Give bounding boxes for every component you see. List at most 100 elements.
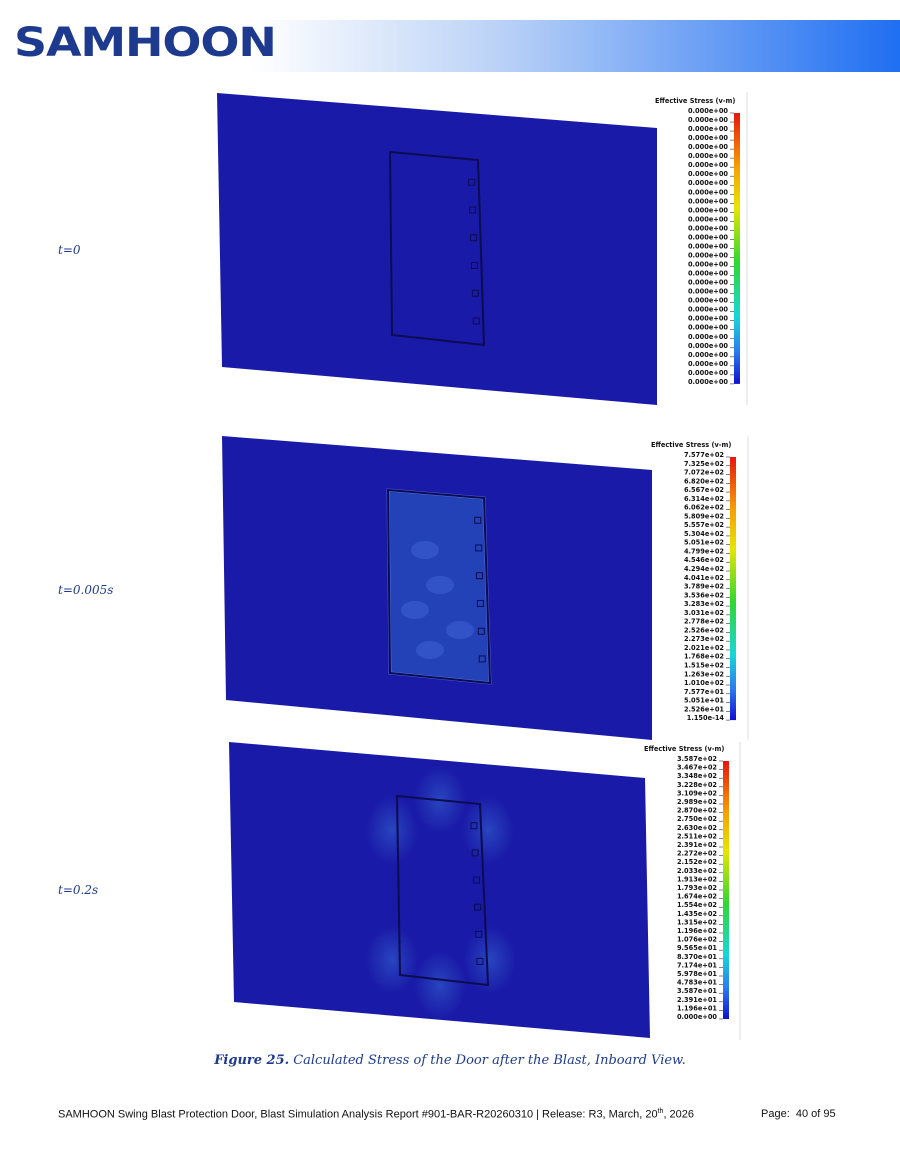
legend-label: 2.272e+02 (677, 850, 717, 858)
legend-label: 1.515e+02 (684, 661, 724, 669)
plate (217, 93, 657, 405)
legend-label: 0.000e+00 (688, 315, 728, 323)
hinge (471, 849, 479, 857)
hinge (471, 289, 479, 297)
legend-label: 3.536e+02 (684, 591, 724, 599)
legend-label: 2.526e+02 (684, 626, 724, 634)
legend-label: 5.557e+02 (684, 521, 724, 529)
legend-label: 0.000e+00 (688, 197, 728, 205)
legend-label: 0.000e+00 (688, 107, 728, 115)
legend-label: 5.809e+02 (684, 512, 724, 520)
legend-label: 1.793e+02 (677, 884, 717, 892)
hinge (468, 178, 476, 186)
legend-label: 2.021e+02 (684, 644, 724, 652)
caption-label: Figure 25. (214, 1053, 290, 1068)
legend-label: 1.435e+02 (677, 910, 717, 918)
legend-label: 0.000e+00 (688, 333, 728, 341)
legend-label: 2.630e+02 (677, 824, 717, 832)
stress-glow (366, 796, 418, 864)
legend-label: 1.913e+02 (677, 875, 717, 883)
legend-label: 5.051e+02 (684, 539, 724, 547)
footer: SAMHOON Swing Blast Protection Door, Bla… (58, 1108, 694, 1121)
header-bar (0, 20, 900, 72)
legend-label: 0.000e+00 (688, 306, 728, 314)
logo: SAMHOON (14, 20, 277, 66)
legend-label: 2.870e+02 (677, 807, 717, 815)
legend-label: 1.674e+02 (677, 893, 717, 901)
legend-label: 2.511e+02 (677, 832, 717, 840)
legend-label: 1.315e+02 (677, 918, 717, 926)
legend-label: 5.051e+01 (684, 697, 724, 705)
legend-label: 4.546e+02 (684, 556, 724, 564)
hinge (470, 234, 478, 242)
legend-label: 1.196e+01 (677, 1004, 717, 1012)
legend-label: 1.263e+02 (684, 670, 724, 678)
legend-label: 0.000e+00 (688, 360, 728, 368)
legend-label: 0.000e+00 (688, 134, 728, 142)
hinge (472, 317, 480, 325)
legend-label: 2.526e+01 (684, 705, 724, 713)
legend-label: 0.000e+00 (688, 125, 728, 133)
legend-label: 0.000e+00 (688, 324, 728, 332)
stress-patch (401, 601, 429, 619)
legend-label: 7.577e+01 (684, 688, 724, 696)
legend-label: 7.577e+02 (684, 451, 724, 459)
stress-glow (464, 926, 516, 994)
legend-label: 2.033e+02 (677, 867, 717, 875)
legend-label: 0.000e+00 (688, 152, 728, 160)
legend-label: 3.031e+02 (684, 609, 724, 617)
footer-report-end: , 2026 (663, 1108, 695, 1121)
footer-superscript: th (657, 1108, 664, 1115)
legend-label: 8.370e+01 (677, 953, 717, 961)
legend-label: 0.000e+00 (688, 161, 728, 169)
legend-label: 4.041e+02 (684, 574, 724, 582)
hinge (476, 572, 484, 580)
figure-caption: Figure 25. Calculated Stress of the Door … (0, 1053, 900, 1068)
legend-label: 2.778e+02 (684, 618, 724, 626)
legend-label: 0.000e+00 (688, 170, 728, 178)
stress-glow (462, 796, 514, 864)
hinge (472, 876, 480, 884)
legend-label: 7.174e+01 (677, 961, 717, 969)
legend-label: 6.567e+02 (684, 486, 724, 494)
legend-label: 0.000e+00 (688, 206, 728, 214)
legend-label: 3.109e+02 (677, 789, 717, 797)
legend-label: 0.000e+00 (688, 261, 728, 269)
hinge (475, 544, 483, 552)
stress-patch (416, 641, 444, 659)
footer-report: SAMHOON Swing Blast Protection Door, Bla… (58, 1108, 658, 1121)
hinge (474, 903, 482, 911)
legend-label: 0.000e+00 (688, 188, 728, 196)
stress-glow (366, 926, 418, 994)
legend-label: 0.000e+00 (688, 297, 728, 305)
stress-glow (414, 951, 466, 1019)
legend-label: 9.565e+01 (677, 944, 717, 952)
legend-label: 0.000e+00 (688, 242, 728, 250)
legend-label: 7.072e+02 (684, 469, 724, 477)
hinge (474, 516, 482, 524)
legend-label: 0.000e+00 (688, 116, 728, 124)
legend-label: 6.820e+02 (684, 477, 724, 485)
time-label: t=0.2s (58, 883, 99, 897)
hinge (469, 206, 477, 214)
legend-label: 0.000e+00 (688, 369, 728, 377)
legend-label: 0.000e+00 (688, 233, 728, 241)
legend-label: 0.000e+00 (688, 288, 728, 296)
legend-label: 3.283e+02 (684, 600, 724, 608)
color-bar (723, 761, 729, 1019)
legend-label: 1.768e+02 (684, 653, 724, 661)
plate (229, 742, 650, 1038)
legend-label: 0.000e+00 (688, 342, 728, 350)
hinge (476, 957, 484, 965)
hinge (470, 261, 478, 269)
door-outline (388, 150, 486, 347)
page-number: Page: 40 of 95 (761, 1108, 836, 1120)
legend-label: 3.789e+02 (684, 583, 724, 591)
legend-label: 4.783e+01 (677, 979, 717, 987)
legend-label: 2.273e+02 (684, 635, 724, 643)
legend-label: 2.152e+02 (677, 858, 717, 866)
legend-title: Effective Stress (v-m) (644, 745, 724, 753)
legend-label: 0.000e+00 (688, 143, 728, 151)
legend-label: 0.000e+00 (688, 270, 728, 278)
